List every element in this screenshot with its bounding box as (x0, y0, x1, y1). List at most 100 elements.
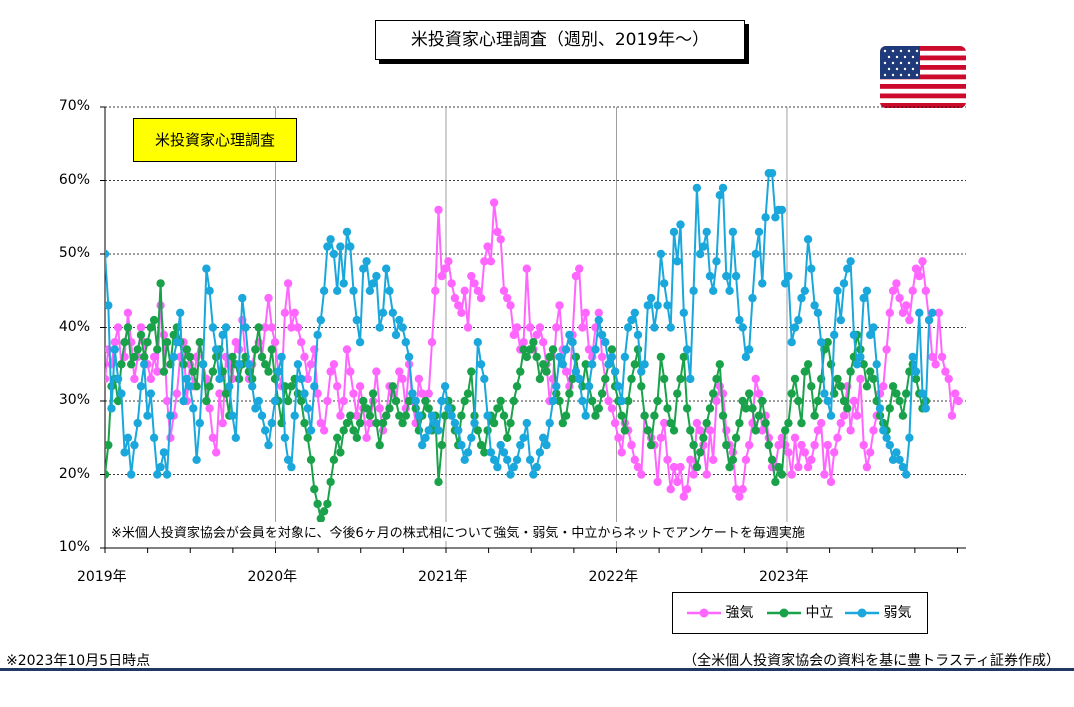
data-point (401, 411, 410, 420)
data-point (473, 426, 482, 435)
data-point (519, 338, 528, 347)
data-point (709, 389, 718, 398)
data-point (208, 433, 218, 442)
data-point (895, 455, 904, 464)
data-point (594, 308, 603, 317)
data-point (859, 293, 868, 303)
data-point (624, 396, 633, 406)
data-point (895, 396, 904, 406)
source-note: （全米個人投資家協会の資料を基に豊トラスティ証券作成） (683, 653, 1060, 669)
data-point (843, 264, 852, 273)
data-point (715, 382, 724, 391)
data-point (450, 293, 460, 303)
data-point (937, 352, 947, 362)
data-point (617, 411, 626, 420)
data-point (852, 411, 862, 420)
data-point (630, 455, 639, 464)
data-point (758, 426, 767, 435)
data-point (368, 389, 378, 398)
data-point (303, 374, 312, 384)
data-point (934, 308, 944, 317)
data-point (133, 345, 142, 354)
data-point (679, 352, 688, 362)
data-point (535, 448, 545, 457)
data-point (395, 411, 404, 420)
data-point (519, 433, 528, 442)
data-point (637, 367, 646, 376)
data-point (316, 514, 325, 523)
data-point (476, 293, 486, 303)
x-tick-label: 2023年 (758, 569, 809, 585)
data-point (349, 286, 358, 295)
data-point (143, 411, 152, 420)
bottom-divider (0, 668, 1074, 671)
data-point (702, 227, 711, 237)
data-point (339, 426, 348, 435)
data-point (578, 396, 587, 406)
y-tick-label: 30% (58, 392, 90, 408)
data-point (754, 227, 764, 237)
data-point (682, 485, 692, 494)
data-point (689, 470, 698, 479)
data-point (267, 323, 276, 332)
data-point (486, 448, 496, 457)
data-point (323, 396, 332, 406)
data-point (761, 213, 770, 222)
y-tick-label: 50% (58, 245, 90, 261)
data-point (686, 426, 695, 435)
data-point (267, 345, 276, 354)
data-point (754, 411, 764, 420)
data-point (869, 426, 878, 435)
data-point (368, 279, 378, 288)
data-point (833, 433, 842, 442)
data-point (741, 455, 751, 464)
data-point (908, 352, 917, 362)
data-point (921, 286, 930, 295)
data-point (594, 404, 603, 413)
data-point (385, 404, 394, 413)
data-point (669, 227, 679, 237)
data-point (784, 448, 793, 457)
data-point (447, 279, 456, 288)
data-point (398, 374, 407, 384)
data-point (565, 389, 574, 398)
data-point (159, 367, 169, 376)
data-point (709, 455, 718, 464)
data-point (584, 382, 594, 391)
data-point (892, 279, 901, 288)
data-point (561, 367, 571, 376)
data-point (297, 374, 306, 384)
data-point (718, 183, 728, 193)
data-point (542, 367, 551, 376)
data-point (342, 345, 352, 354)
data-point (866, 330, 875, 340)
as-of-date: ※2023年10月5日時点 (6, 653, 151, 669)
data-point (241, 323, 250, 332)
data-point (597, 330, 607, 340)
data-point (519, 345, 528, 354)
data-point (503, 433, 512, 442)
data-point (493, 462, 502, 472)
data-point (856, 352, 865, 362)
data-point (539, 360, 548, 369)
data-point (637, 470, 646, 479)
data-point (758, 396, 767, 406)
data-point (529, 470, 538, 479)
data-point (738, 323, 747, 332)
data-point (146, 323, 155, 332)
data-point (807, 264, 816, 273)
data-point (807, 382, 816, 391)
data-point (205, 404, 214, 413)
chart-annotation: ※米個人投資家協会が会員を対象に、今後6ヶ月の株式相について強気・弱気・中立から… (108, 522, 808, 541)
data-point (169, 330, 178, 340)
data-point (650, 323, 659, 332)
data-point (310, 382, 319, 391)
data-point (715, 191, 724, 200)
data-point (287, 462, 296, 472)
data-point (823, 338, 832, 347)
data-point (113, 323, 123, 332)
data-point (329, 360, 339, 369)
data-point (153, 367, 162, 376)
data-point (185, 352, 195, 362)
legend: 強気 中立 弱気 (672, 592, 928, 634)
